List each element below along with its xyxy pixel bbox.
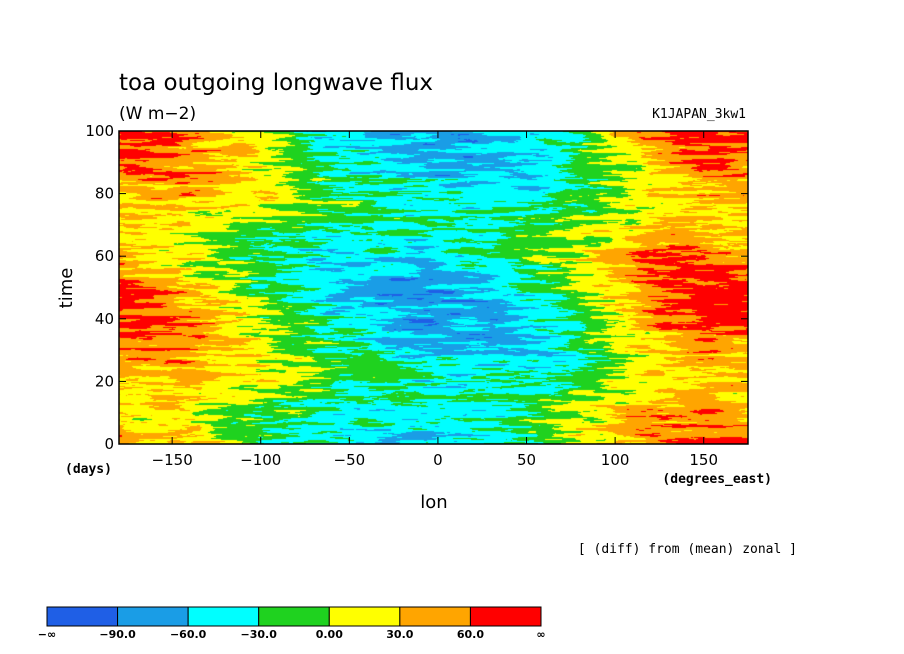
x-tick-label: −50 — [334, 451, 366, 469]
y-axis-label: time — [56, 268, 77, 309]
y-tick-label: 60 — [95, 247, 114, 265]
colorbar-level-label: 60.0 — [457, 628, 484, 641]
heatmap-field — [119, 131, 748, 444]
colorbar-swatch — [117, 606, 189, 627]
colorbar-level-label: −∞ — [38, 628, 56, 641]
colorbar-swatch — [258, 606, 330, 627]
colorbar-swatch — [399, 606, 471, 627]
colorbar-swatch — [187, 606, 260, 627]
colorbar-level-label: 0.00 — [316, 628, 343, 641]
y-tick-label: 20 — [95, 372, 114, 390]
colorbar-swatch — [328, 606, 401, 627]
x-tick-label: 100 — [601, 451, 630, 469]
y-axis-ticks: 0 20 40 60 80 100 — [85, 122, 748, 453]
colorbar-swatch — [46, 606, 119, 627]
colorbar-level-label: 30.0 — [386, 628, 413, 641]
chart-units: (W m−2) — [119, 104, 196, 124]
plot-frame — [118, 130, 749, 445]
y-tick-label: 100 — [85, 122, 114, 140]
x-tick-label: −100 — [240, 451, 281, 469]
colorbar-swatch — [469, 606, 542, 627]
colorbar-level-label: −60.0 — [170, 628, 207, 641]
y-tick-label: 80 — [95, 185, 114, 203]
y-tick-label: 40 — [95, 310, 114, 328]
colorbar-level-label: −30.0 — [241, 628, 278, 641]
plot-area — [118, 130, 749, 445]
x-axis-label: lon — [420, 492, 447, 513]
x-axis-ticks: −150 −100 −50 0 50 100 150 — [152, 131, 718, 469]
chart-title: toa outgoing longwave flux — [119, 70, 433, 96]
y-tick-label: 0 — [104, 435, 114, 453]
x-axis-units: (degrees_east) — [662, 472, 772, 487]
x-tick-label: 150 — [689, 451, 718, 469]
dataset-label: K1JAPAN_3kw1 — [652, 107, 746, 122]
colorbar-level-label: ∞ — [536, 628, 545, 641]
x-tick-label: −150 — [152, 451, 193, 469]
colorbar-level-label: −90.0 — [99, 628, 136, 641]
x-tick-label: 50 — [517, 451, 536, 469]
colorbar: −∞ −90.0 −60.0 −30.0 0.00 30.0 60.0 ∞ — [38, 606, 546, 641]
y-axis-units: (days) — [65, 462, 112, 477]
diff-note: [ (diff) from (mean) zonal ] — [578, 542, 797, 557]
x-tick-label: 0 — [433, 451, 443, 469]
